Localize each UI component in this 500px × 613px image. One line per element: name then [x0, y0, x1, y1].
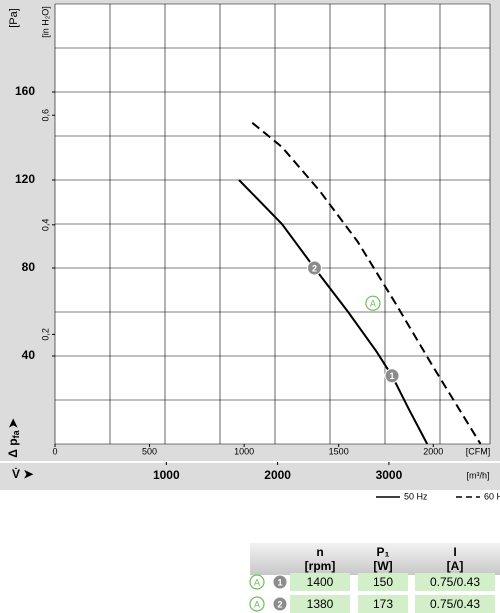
y-tick-label: 120: [15, 172, 35, 186]
x-unit: [CFM]: [466, 446, 491, 456]
cell-text: 0.75/0.43: [430, 575, 480, 589]
point-label: 2: [312, 263, 317, 273]
cell-text: 150: [373, 575, 393, 589]
point-marker: [384, 368, 400, 384]
legend-label: 50 Hz: [404, 491, 428, 501]
point-marker: [272, 596, 288, 612]
table-header: [250, 543, 500, 575]
curve: [251, 122, 482, 445]
x-tick-label: 1500: [329, 446, 349, 456]
y-unit: [Pa]: [8, 8, 20, 28]
y-label: Δ pfa➤: [6, 417, 21, 457]
point-label: 1: [390, 371, 395, 381]
col-unit: [rpm]: [305, 559, 336, 573]
a-label: A: [254, 599, 260, 609]
cell: [358, 573, 408, 591]
y-tick-label: 80: [22, 260, 36, 274]
cell-text: 1400: [307, 575, 334, 589]
point-marker: [306, 260, 322, 276]
y-tick-label: 40: [22, 348, 36, 362]
table: n[rpm] P₁[W] I[A] A 1 1400 150 0.75/0.43 A 2 1380 1…: [249, 545, 495, 613]
cell-text: 173: [373, 597, 393, 611]
col-name: I: [453, 545, 456, 559]
cell-text: 1380: [307, 597, 334, 611]
y2-tick-label: 0,4: [40, 219, 50, 232]
y2-unit: [in H₂O]: [40, 6, 50, 38]
x2-tick-label: 3000: [376, 468, 403, 482]
x2-tick-label: 2000: [264, 468, 291, 482]
x-tick-label: 2000: [423, 446, 443, 456]
x-tick-label: 0: [52, 446, 57, 456]
x2-tick-label: 1000: [153, 468, 180, 482]
y-tick-label: 160: [15, 84, 35, 98]
cell: [290, 573, 350, 591]
a-marker: [249, 574, 265, 590]
point-label: 1: [277, 577, 282, 587]
col-unit: [W]: [373, 559, 392, 573]
legend: 50 Hz 60 Hz: [376, 491, 500, 501]
point-label: 2: [277, 599, 282, 609]
cell: [358, 595, 408, 613]
a-label: A: [370, 299, 376, 309]
cell-text: 0.75/0.43: [430, 597, 480, 611]
x-tick-label: 500: [142, 446, 157, 456]
col-name: P₁: [377, 545, 390, 559]
a-marker: [249, 596, 265, 612]
cell: [290, 595, 350, 613]
y2-tick-label: 0,6: [40, 109, 50, 122]
x-tick-label: 1000: [234, 446, 254, 456]
cell: [415, 573, 495, 591]
col-name: n: [316, 545, 323, 559]
cell: [415, 595, 495, 613]
y2-tick-label: 0,2: [40, 328, 50, 341]
x2-unit: [m³/h]: [466, 470, 489, 480]
legend-label: 60 Hz: [484, 491, 500, 501]
curve: [238, 179, 429, 445]
a-label: A: [254, 577, 260, 587]
col-unit: [A]: [447, 559, 464, 573]
grid: [54, 3, 491, 445]
x-label: V̇ ➤: [12, 466, 34, 481]
point-marker: [272, 574, 288, 590]
a-marker: [365, 295, 381, 311]
